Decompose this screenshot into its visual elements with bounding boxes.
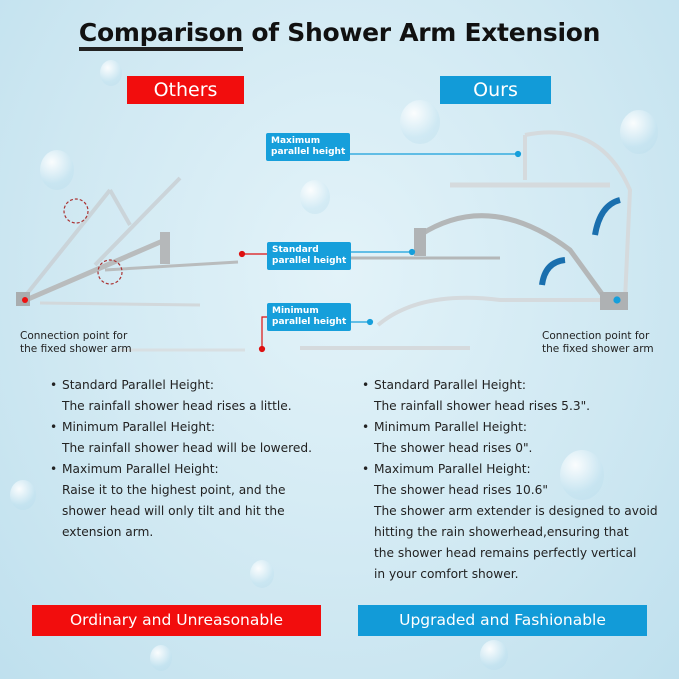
ours-footer-banner: Upgraded and Fashionable	[358, 605, 647, 636]
arrow-down-icon	[539, 257, 566, 286]
others-faded-arm	[20, 176, 182, 302]
ours-connection-label: Connection point for the fixed shower arm	[542, 330, 654, 355]
problem-circle	[97, 259, 123, 285]
red-leader-lines	[238, 250, 268, 353]
arrow-up-icon	[592, 197, 621, 236]
tag-standard-parallel-height: Standard parallel height	[267, 242, 352, 270]
others-arm	[25, 232, 245, 352]
ours-max-arm	[450, 130, 633, 301]
tag-maximum-parallel-height: Maximum parallel height	[266, 133, 351, 161]
ours-badge: Ours	[440, 76, 551, 104]
ours-standard-arm	[348, 213, 628, 310]
others-badge: Others	[127, 76, 244, 104]
page-title: Comparison of Shower Arm Extension	[0, 18, 679, 51]
others-connection-label: Connection point for the fixed shower arm	[20, 330, 132, 355]
others-footer-banner: Ordinary and Unreasonable	[32, 605, 321, 636]
tag-minimum-parallel-height: Minimum parallel height	[267, 303, 352, 331]
ours-feature-list: Standard Parallel Height: The rainfall s…	[362, 375, 658, 585]
problem-circle	[63, 198, 89, 224]
others-feature-list: Standard Parallel Height: The rainfall s…	[50, 375, 312, 543]
ours-min-arm	[300, 295, 600, 350]
